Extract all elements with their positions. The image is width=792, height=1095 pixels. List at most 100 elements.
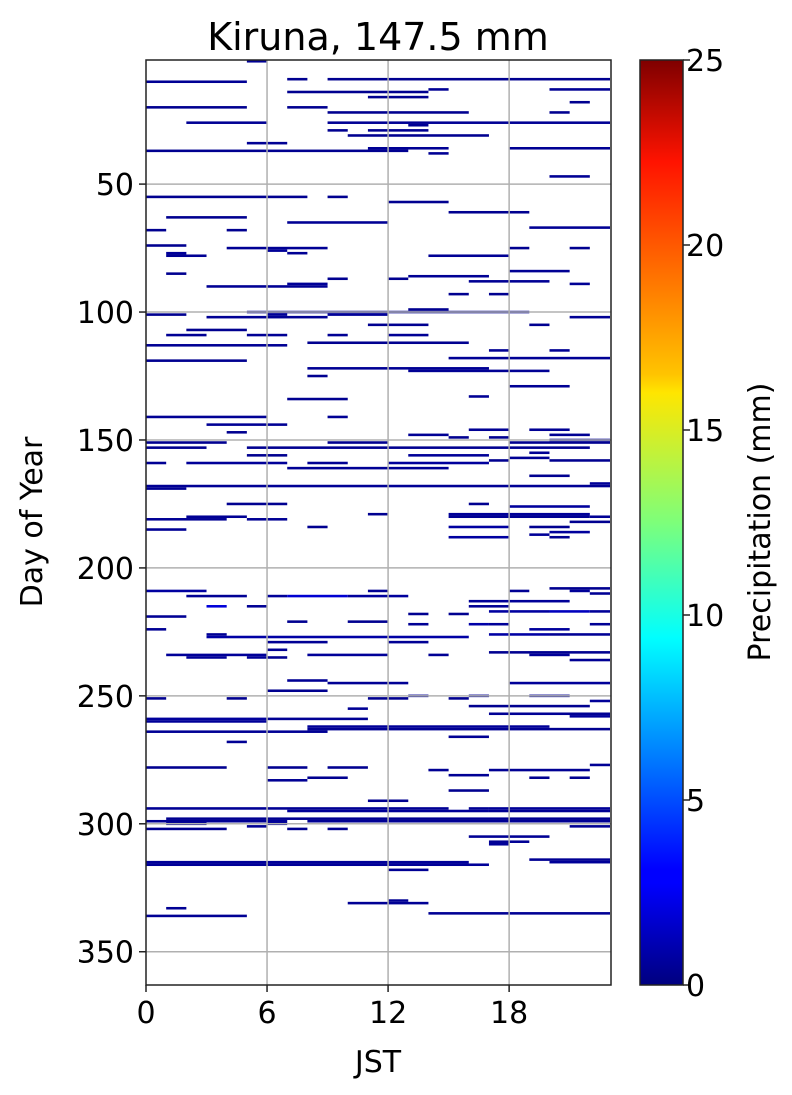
heatmap-cell	[529, 525, 570, 529]
heatmap-cell	[287, 251, 308, 255]
heatmap-cell	[408, 433, 449, 437]
heatmap-cell	[307, 374, 328, 378]
heatmap-cell	[428, 152, 449, 155]
heatmap-cell	[246, 60, 268, 63]
heatmap-cell	[327, 415, 348, 419]
heatmap-cell	[488, 768, 590, 772]
heatmap-cell	[226, 502, 288, 506]
heatmap-cell	[287, 90, 429, 94]
heatmap-cell	[529, 653, 570, 657]
heatmap-cell	[367, 95, 429, 99]
heatmap-cell	[347, 707, 368, 710]
heatmap-cell	[307, 727, 550, 731]
heatmap-cell	[509, 384, 570, 388]
heatmap-cell	[146, 244, 187, 247]
heatmap-cell	[468, 605, 510, 608]
heatmap-cell	[529, 451, 550, 455]
heatmap-cell	[529, 533, 550, 536]
heatmap-cell	[327, 129, 348, 132]
heatmap-cell	[367, 129, 429, 132]
heatmap-cell	[246, 825, 268, 828]
heatmap-cell	[186, 515, 247, 519]
heatmap-cell	[146, 819, 268, 823]
heatmap-cell	[327, 766, 368, 769]
heatmap-cell	[146, 914, 247, 918]
heatmap-cell	[569, 658, 610, 662]
heatmap-cell	[509, 505, 590, 508]
heatmap-cell	[226, 228, 247, 232]
heatmap-cell	[146, 228, 167, 232]
y-tick-label: 200	[77, 552, 134, 587]
heatmap-cell	[146, 415, 268, 419]
heatmap-cell	[146, 106, 247, 109]
heatmap-cell	[166, 653, 268, 657]
heatmap-cell	[509, 146, 610, 150]
heatmap-cell	[569, 100, 590, 104]
y-tick-label: 100	[77, 296, 134, 331]
heatmap-cell	[549, 610, 590, 613]
gridlines	[146, 60, 611, 985]
y-axis-ticks: 50 100 150 200 250 300 350	[77, 168, 146, 971]
heatmap-cell	[388, 333, 429, 337]
heatmap-cell	[488, 807, 610, 810]
heatmap-cell	[307, 725, 550, 728]
colorbar-tick-label: 5	[686, 784, 705, 819]
heatmap-cell	[448, 436, 469, 439]
heatmap-cell	[468, 704, 590, 708]
heatmap-cell	[246, 656, 268, 659]
heatmap-cell	[488, 610, 550, 613]
heatmap-cell	[267, 656, 288, 659]
heatmap-cell	[488, 436, 510, 439]
heatmap-cell	[408, 622, 429, 626]
heatmap-cell	[186, 656, 227, 659]
heatmap-cell	[146, 730, 328, 733]
heatmap-cell	[146, 766, 227, 769]
heatmap-cell	[267, 819, 288, 823]
heatmap-cell	[146, 441, 227, 444]
heatmap-cell	[509, 246, 530, 250]
heatmap-cell	[267, 648, 288, 652]
heatmap-cell	[287, 221, 389, 224]
heatmap-cell	[327, 827, 348, 831]
heatmap-cell	[509, 269, 570, 273]
heatmap-cell	[146, 589, 207, 593]
heatmap-cell	[206, 605, 227, 608]
heatmap-cell	[267, 640, 328, 644]
heatmap-cell	[569, 520, 610, 524]
heatmap-cell	[226, 740, 247, 744]
heatmap-cell	[327, 441, 389, 444]
heatmap-cell	[367, 589, 389, 593]
y-tick-label: 150	[77, 424, 134, 459]
heatmap-cell	[549, 175, 590, 178]
heatmap-cell	[327, 277, 348, 281]
heatmap-cell	[428, 254, 510, 258]
heatmap-cell	[367, 323, 429, 327]
heatmap-cell	[549, 349, 570, 352]
heatmap-cell	[327, 121, 610, 124]
heatmap-cell	[468, 502, 489, 506]
heatmap-cell	[428, 88, 449, 91]
heatmap-cell	[166, 254, 207, 258]
colorbar-tick-label: 10	[686, 599, 724, 634]
heatmap-cell	[146, 461, 167, 465]
heatmap-cell	[146, 195, 308, 199]
heatmap-cell	[146, 628, 167, 631]
heatmap-cell	[166, 251, 187, 255]
heatmap-cell	[146, 149, 409, 153]
heatmap-cell	[509, 589, 530, 593]
heatmap-cell	[327, 313, 389, 316]
heatmap-cell	[408, 123, 429, 127]
heatmap-cell	[468, 428, 510, 432]
heatmap-cell	[186, 461, 288, 465]
heatmap-cell	[448, 697, 469, 700]
heatmap-cell	[488, 459, 510, 462]
heatmap-cell	[448, 210, 530, 214]
heatmap-cell	[367, 512, 389, 516]
heatmap-cell	[146, 720, 268, 723]
y-axis-label: Day of Year	[15, 436, 50, 607]
heatmap-cell	[488, 842, 510, 846]
heatmap-cell	[307, 819, 610, 823]
heatmap-cell	[327, 77, 610, 81]
heatmap-cell	[488, 651, 610, 654]
heatmap-cell	[388, 899, 409, 902]
